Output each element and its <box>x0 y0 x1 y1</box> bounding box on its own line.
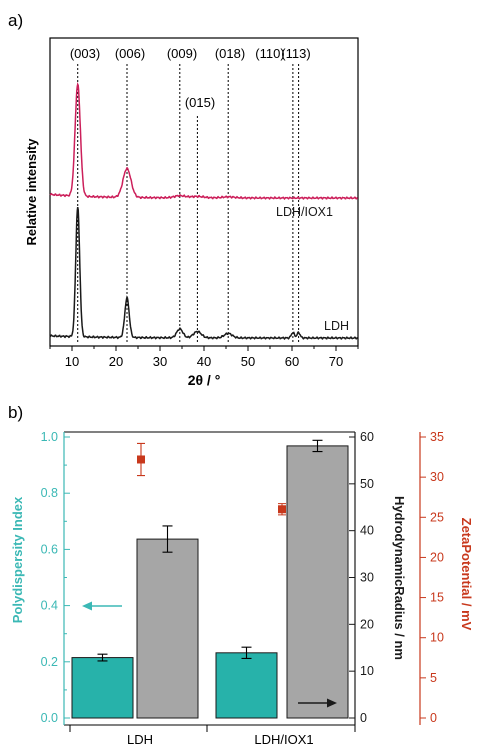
bar-axes: 0.0 0.2 0.4 0.6 0.8 1.0 0 10 20 30 40 50 60 0 5 10 15 20 2… <box>41 430 444 725</box>
middle-axis-tick-label: 60 <box>360 430 374 444</box>
left-axis-tick-label: 0.0 <box>41 711 58 725</box>
xrd-series-line <box>49 206 358 340</box>
xrd-peak-label: (003) <box>70 46 100 61</box>
right-axis-tick-label: 0 <box>430 711 437 725</box>
zeta-potential-marker <box>278 505 286 514</box>
xrd-peak-markers: (003) (006) (009) (015) (018) (110)(113) <box>70 46 311 344</box>
middle-axis-label: HydrodynamicRadius / nm <box>392 496 407 660</box>
hydrodynamic-radius-error-bar <box>312 439 323 453</box>
xrd-series-label: LDH/IOX1 <box>276 205 333 219</box>
hydrodynamic-radius-error-bar <box>162 525 173 553</box>
xrd-x-tick-label: 50 <box>241 354 255 369</box>
bar-marks <box>71 439 349 719</box>
bar-categories: LDH LDH/IOX1 <box>69 725 356 747</box>
xrd-peak-label: (018) <box>215 46 245 61</box>
left-axis-tick-label: 0.8 <box>41 486 58 500</box>
xrd-peak-label: (110) <box>255 46 284 61</box>
pdi-error-bar <box>241 646 252 659</box>
pdi-bar <box>215 652 278 719</box>
pdi-error-bar <box>97 653 108 662</box>
left-axis-tick-label: 0.2 <box>41 655 58 669</box>
xrd-series-line <box>49 82 358 200</box>
right-axis-tick-label: 20 <box>430 550 444 564</box>
xrd-peak-label: (113) <box>281 46 310 61</box>
left-axis-arrow <box>82 601 122 611</box>
panel-a-label: a) <box>8 11 23 30</box>
hydrodynamic-radius-bar <box>286 445 349 719</box>
xrd-x-tick-label: 40 <box>197 354 211 369</box>
middle-axis-tick-label: 10 <box>360 664 374 678</box>
right-axis-label: ZetaPotential / mV <box>459 518 474 631</box>
left-axis-tick-label: 1.0 <box>41 430 58 444</box>
left-axis-tick-label: 0.4 <box>41 599 58 613</box>
middle-axis-tick-label: 0 <box>360 711 367 725</box>
right-axis-tick-label: 25 <box>430 510 444 524</box>
xrd-peak-label: (006) <box>115 46 145 61</box>
panel-b: b) 0.0 0.2 0.4 0.6 0.8 1.0 0 10 20 30 40 50 60 0 5 10 15… <box>8 403 474 747</box>
left-axis-tick-label: 0.6 <box>41 542 58 556</box>
pdi-bar <box>71 657 134 719</box>
xrd-x-tick-label: 60 <box>285 354 299 369</box>
xrd-x-tick-label: 20 <box>109 354 123 369</box>
right-axis-tick-label: 15 <box>430 591 444 605</box>
right-axis-tick-label: 35 <box>430 430 444 444</box>
middle-axis-tick-label: 20 <box>360 617 374 631</box>
right-axis-arrow <box>298 698 337 708</box>
xrd-peak-label: (015) <box>185 95 215 110</box>
xrd-plot-frame <box>49 37 359 347</box>
right-axis-tick-label: 30 <box>430 470 444 484</box>
xrd-series-label: LDH <box>324 319 349 333</box>
xrd-peak-label: (009) <box>167 46 197 61</box>
xrd-y-axis-label: Relative intensity <box>24 138 39 246</box>
left-axis-label: Polydispersity Index <box>10 496 25 623</box>
middle-axis-tick-label: 40 <box>360 524 374 538</box>
panel-a: a) Relative intensity 2θ / ° 10 20 30 40 50 6… <box>8 11 359 388</box>
xrd-series: LDH/IOX1 LDH <box>49 82 358 340</box>
xrd-x-ticks: 10 20 30 40 50 60 70 <box>49 346 359 369</box>
middle-axis-tick-label: 50 <box>360 477 374 491</box>
xrd-x-tick-label: 70 <box>329 354 343 369</box>
xrd-x-tick-label: 30 <box>153 354 167 369</box>
category-label: LDH/IOX1 <box>254 732 313 747</box>
right-axis-tick-label: 10 <box>430 631 444 645</box>
xrd-x-tick-label: 10 <box>65 354 79 369</box>
right-axis-tick-label: 5 <box>430 671 437 685</box>
middle-axis-tick-label: 30 <box>360 571 374 585</box>
hydrodynamic-radius-bar <box>136 538 199 719</box>
xrd-x-axis-label: 2θ / ° <box>188 372 221 388</box>
panel-b-label: b) <box>8 403 23 422</box>
category-label: LDH <box>127 732 153 747</box>
zeta-potential-marker <box>137 455 145 464</box>
